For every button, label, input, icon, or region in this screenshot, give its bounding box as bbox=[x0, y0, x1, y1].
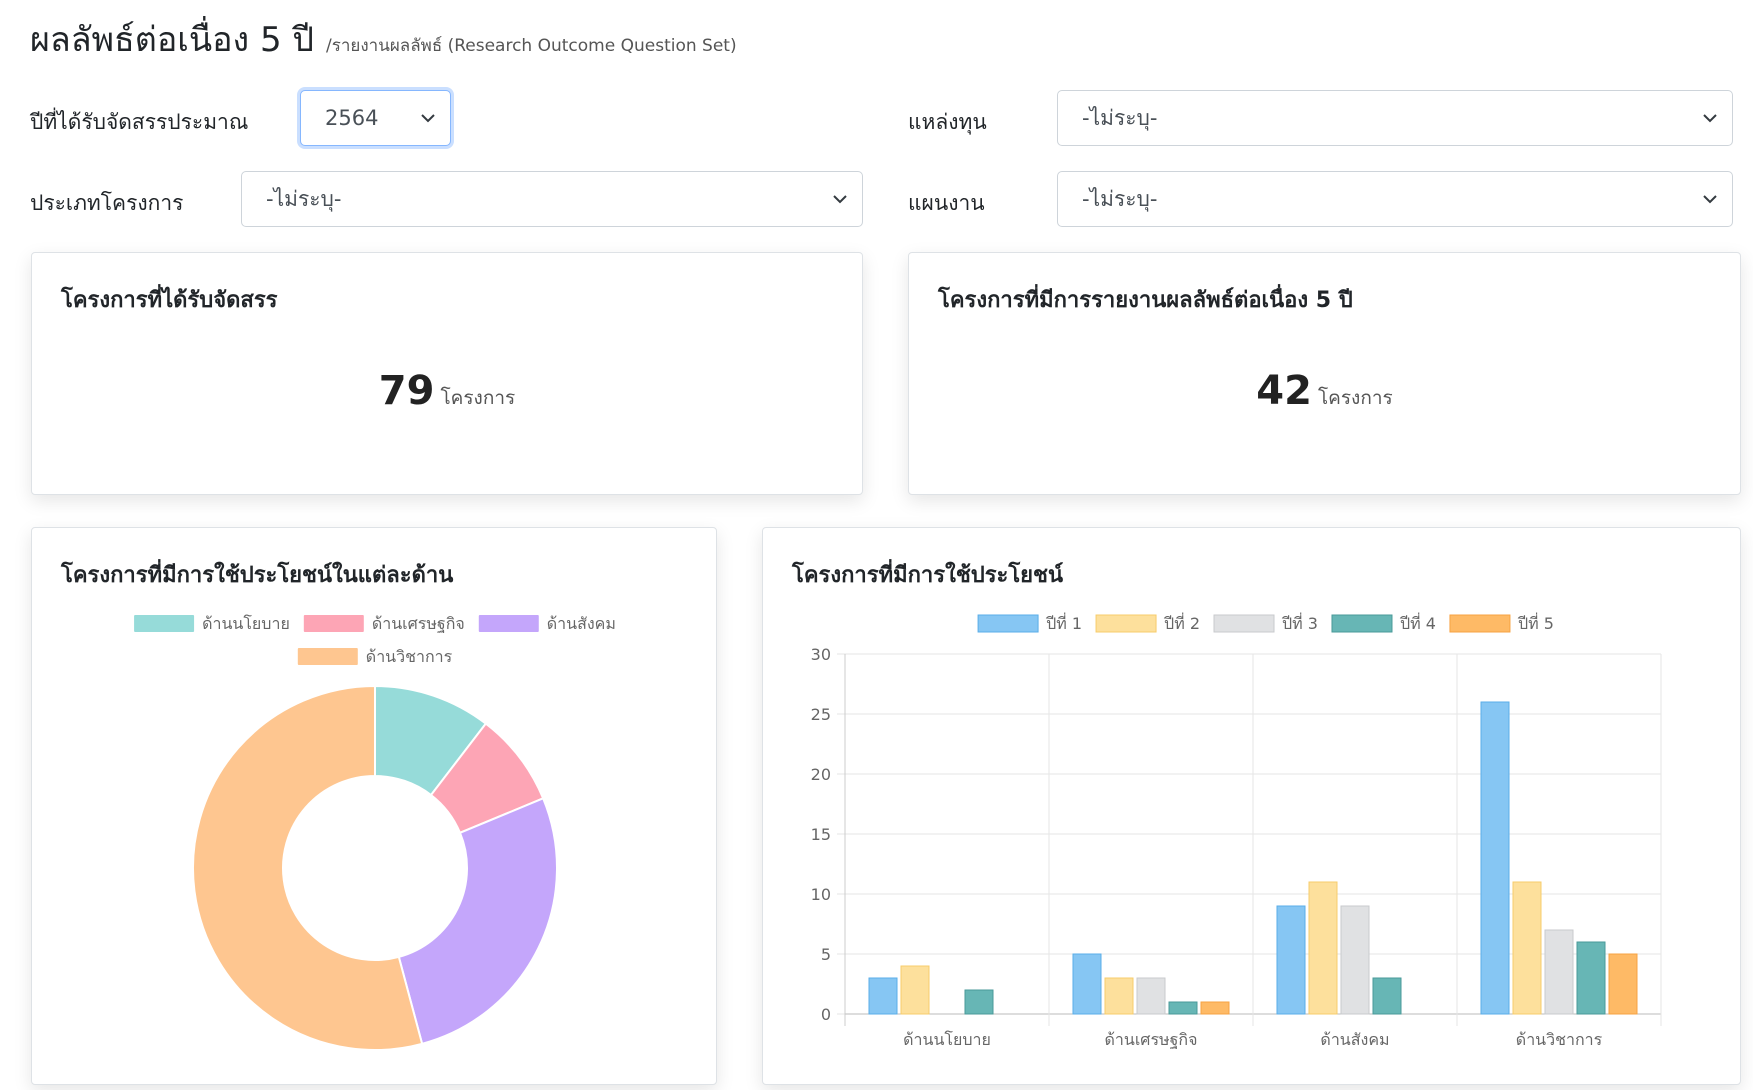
bar-marks bbox=[868, 701, 1638, 1015]
allocated-projects-card: โครงการที่ได้รับจัดสรร 79 โครงการ bbox=[31, 252, 863, 495]
bar bbox=[1200, 1001, 1230, 1015]
bar-legend-label: ปีที่ 3 bbox=[1282, 612, 1318, 633]
reported-count: 42 bbox=[1256, 368, 1312, 414]
donut-slice bbox=[192, 684, 424, 1051]
bar-x-tick-label: ด้านสังคม bbox=[1320, 1030, 1389, 1049]
donut-legend-label: ด้านเศรษฐกิจ bbox=[372, 614, 465, 633]
bar bbox=[1340, 905, 1370, 1015]
bar bbox=[964, 989, 994, 1015]
bar-x-tick-label: ด้านวิชาการ bbox=[1516, 1030, 1603, 1049]
project-type-select[interactable]: -ไม่ระบุ- bbox=[241, 171, 863, 227]
page-header: ผลลัพธ์ต่อเนื่อง 5 ปี /รายงานผลลัพธ์ (Re… bbox=[30, 12, 737, 66]
plan-select[interactable]: -ไม่ระบุ- bbox=[1057, 171, 1733, 227]
donut-legend-swatch bbox=[297, 648, 358, 665]
page-title: ผลลัพธ์ต่อเนื่อง 5 ปี bbox=[30, 20, 314, 60]
bar bbox=[900, 965, 930, 1015]
bar-y-tick-label: 25 bbox=[811, 705, 831, 724]
bar bbox=[1104, 977, 1134, 1015]
bar bbox=[1072, 953, 1102, 1015]
bar-y-tick-label: 10 bbox=[811, 885, 831, 904]
chevron-down-icon bbox=[421, 114, 435, 123]
donut-chart: ด้านนโยบาย ด้านเศรษฐกิจ ด้านสังคมด้านวิชาก… bbox=[134, 614, 616, 1051]
bar-y-tick-label: 15 bbox=[811, 825, 831, 844]
bar-legend-swatch bbox=[1449, 614, 1511, 633]
bar-axis: 0 5 10 15 20 25 30 ด้านนโยบาย ด้านเศรษฐกิจ ด้านสั… bbox=[811, 645, 1603, 1049]
donut-slice bbox=[397, 797, 558, 1046]
donut-chart-title: โครงการที่มีการใช้ประโยชน์ในแต่ละด้าน bbox=[61, 563, 454, 588]
allocated-card-title: โครงการที่ได้รับจัดสรร bbox=[61, 288, 278, 313]
bar-legend-label: ปีที่ 1 bbox=[1046, 612, 1082, 633]
bar bbox=[1512, 881, 1542, 1015]
bar bbox=[1276, 905, 1306, 1015]
benefit-by-area-card: โครงการที่มีการใช้ประโยชน์ในแต่ละด้าน ด้… bbox=[31, 527, 717, 1085]
bar-legend: ปีที่ 1 ปีที่ 2 ปีที่ 3 ปีที่ 4 ปีที่ 5 bbox=[977, 612, 1554, 633]
page-subtitle: /รายงานผลลัพธ์ (Research Outcome Questio… bbox=[325, 36, 737, 56]
bar-chart-title: โครงการที่มีการใช้ประโยชน์ bbox=[792, 563, 1064, 588]
allocated-stat: 79 โครงการ bbox=[32, 368, 862, 414]
chevron-down-icon bbox=[1703, 114, 1717, 123]
year-select-value: 2564 bbox=[325, 106, 379, 130]
bar-y-tick-label: 20 bbox=[811, 765, 831, 784]
chevron-down-icon bbox=[1703, 195, 1717, 204]
reported-stat: 42 โครงการ bbox=[909, 368, 1740, 414]
donut-legend-swatch bbox=[134, 615, 195, 632]
bar bbox=[1372, 977, 1402, 1015]
donut-legend-label: ด้านนโยบาย bbox=[202, 614, 290, 633]
bar-y-tick-label: 0 bbox=[821, 1005, 831, 1024]
bar-legend-label: ปีที่ 2 bbox=[1164, 612, 1200, 633]
project-type-label: ประเภทโครงการ bbox=[30, 191, 184, 215]
fund-select[interactable]: -ไม่ระบุ- bbox=[1057, 90, 1733, 146]
reported-projects-card: โครงการที่มีการรายงานผลลัพธ์ต่อเนื่อง 5 … bbox=[908, 252, 1741, 495]
bar-legend-swatch bbox=[977, 614, 1039, 633]
fund-label: แหล่งทุน bbox=[908, 110, 987, 134]
bar bbox=[1136, 977, 1166, 1015]
donut-legend: ด้านนโยบาย ด้านเศรษฐกิจ ด้านสังคมด้านวิชาก… bbox=[134, 614, 616, 666]
bar-legend-swatch bbox=[1095, 614, 1157, 633]
bar-x-tick-label: ด้านนโยบาย bbox=[903, 1030, 991, 1049]
donut-slices bbox=[192, 684, 558, 1051]
donut-legend-label: ด้านวิชาการ bbox=[366, 647, 453, 666]
plan-select-value: -ไม่ระบุ- bbox=[1082, 186, 1158, 211]
allocated-count: 79 bbox=[378, 368, 435, 414]
bar-legend-swatch bbox=[1331, 614, 1393, 633]
benefit-by-year-card: โครงการที่มีการใช้ประโยชน์ ปีที่ 1 ปีที่ … bbox=[762, 527, 1741, 1085]
allocated-unit: โครงการ bbox=[440, 387, 516, 409]
bar bbox=[1480, 701, 1510, 1015]
donut-legend-swatch bbox=[478, 615, 539, 632]
year-label: ปีที่ได้รับจัดสรรประมาณ bbox=[30, 110, 249, 134]
bar-legend-label: ปีที่ 5 bbox=[1518, 612, 1554, 633]
bar-y-tick-label: 30 bbox=[811, 645, 831, 664]
donut-legend-swatch bbox=[303, 615, 364, 632]
bar bbox=[1544, 929, 1574, 1015]
reported-card-title: โครงการที่มีการรายงานผลลัพธ์ต่อเนื่อง 5 … bbox=[938, 288, 1353, 313]
reported-unit: โครงการ bbox=[1317, 387, 1393, 409]
bar bbox=[1608, 953, 1638, 1015]
chevron-down-icon bbox=[833, 195, 847, 204]
bar-y-tick-label: 5 bbox=[821, 945, 831, 964]
bar bbox=[868, 977, 898, 1015]
project-type-select-value: -ไม่ระบุ- bbox=[266, 186, 342, 211]
bar bbox=[1168, 1001, 1198, 1015]
fund-select-value: -ไม่ระบุ- bbox=[1082, 105, 1158, 130]
bar-legend-swatch bbox=[1213, 614, 1275, 633]
bar-legend-label: ปีที่ 4 bbox=[1400, 612, 1436, 633]
bar bbox=[1308, 881, 1338, 1015]
plan-label: แผนงาน bbox=[908, 191, 985, 215]
year-select[interactable]: 2564 bbox=[300, 90, 451, 146]
bar-x-tick-label: ด้านเศรษฐกิจ bbox=[1105, 1030, 1198, 1049]
bar bbox=[1576, 941, 1606, 1015]
bar-chart: ปีที่ 1 ปีที่ 2 ปีที่ 3 ปีที่ 4 ปีที่ 5 0 5 10… bbox=[811, 612, 1662, 1049]
donut-legend-label: ด้านสังคม bbox=[547, 614, 616, 633]
